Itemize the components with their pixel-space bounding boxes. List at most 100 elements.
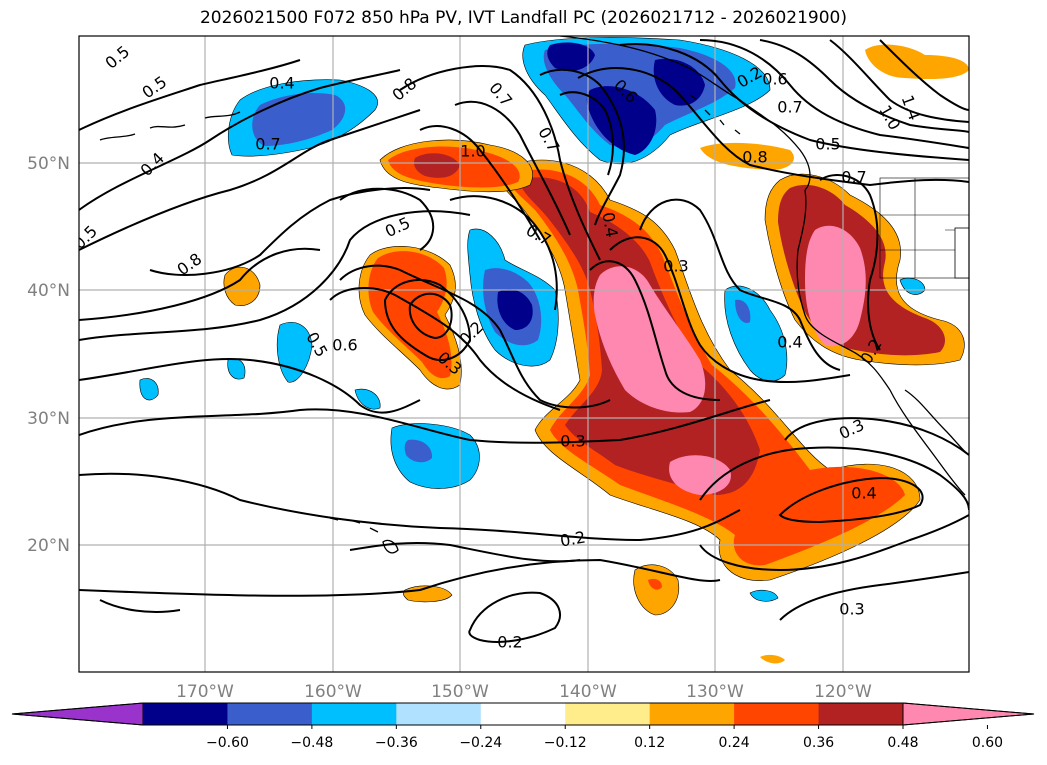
lon-label: 130°W [686,682,744,702]
coast-alaska [559,36,811,191]
colorbar-segment [818,703,904,725]
coast-baja [889,389,966,496]
colorbar-label: −0.60 [206,735,249,751]
contour-line [79,69,401,211]
lon-label: 140°W [559,682,617,702]
contour-label: 0.6 [332,336,357,355]
contour-line [383,279,472,361]
shade-pink-central [593,266,706,413]
shade-medblue-hawaii [404,439,433,463]
state-lines [880,178,969,278]
contour-line [784,417,969,456]
colorbar-label: −0.24 [459,735,502,751]
contour-label: 0.5 [70,222,101,253]
contour-line [639,198,841,371]
colorbar-extend-high [902,702,1035,726]
shade-medblue-nw [252,93,346,146]
shade-lightblue-ne [899,277,926,295]
contour-label: 0.3 [560,432,585,451]
contour-label: 0.8 [389,74,421,105]
colorbar-label: −0.12 [544,735,587,751]
colorbar-segment [311,703,397,725]
contour-line [829,39,969,123]
contour-line [778,476,924,524]
shade-navy-north [586,86,657,155]
shade-medblue-coast [735,299,751,324]
colorbar-label: 0.12 [634,735,665,751]
lat-label: 30°N [27,409,70,429]
contour-line [79,210,471,341]
colorbar-segment [480,703,566,725]
contour-line [79,399,771,444]
contour-label: 0.4 [777,333,802,352]
colorbar-segment [649,703,735,725]
contour-label: 0.4 [269,74,294,93]
contour-line [468,591,561,643]
colorbar-label: 0.60 [972,735,1003,751]
contour-line [779,571,969,621]
shade-navy-central [497,289,533,330]
contour-label: 0.2 [559,527,587,550]
colorbar-segment [734,703,820,725]
lon-label: 160°W [304,682,362,702]
contour-line [339,187,435,251]
contour-line [408,292,453,340]
contour-label: 0.4 [851,484,876,503]
contour-line [79,472,741,542]
map-plot-area: 0.50.5 0.40.40.70.80.50.80.70.70.6 0.60.70… [70,36,969,672]
lon-label: 170°W [176,682,234,702]
colorbar-segment [227,703,313,725]
contour-line [449,195,558,311]
shade-lightblue-west-2 [227,358,246,380]
colorbar-segment [565,703,651,725]
coast-baja-inner [904,389,969,456]
shade-yellow-tiny [760,654,785,664]
coast-bc [796,189,891,391]
contour-line [879,39,969,111]
lon-label: 120°W [814,682,872,702]
contour-label: 0.2 [497,633,522,652]
contour-label: 0.3 [839,600,864,619]
shade-orange-west-small [223,266,261,306]
contour-line [329,287,561,411]
contour-line [79,109,421,251]
coast-island-chain [689,94,741,135]
contour-line [609,236,851,384]
coastlines [99,36,969,554]
contour-line [349,541,581,563]
map-frame [78,35,970,673]
contour-line [99,599,181,613]
contour-label: 0.7 [777,98,802,117]
shade-navy-north-3 [547,42,595,72]
contour-line [589,260,721,401]
contour-line [819,174,881,351]
map-gridlines [79,36,969,672]
shade-lightblue-west-4 [354,388,381,410]
contour-line [699,514,969,572]
contour-line [699,39,969,149]
lat-label: 20°N [27,536,70,556]
contour-line [454,100,571,236]
colorbar-segment [396,703,482,725]
us-border-box [879,177,969,279]
contour-label: 0.6 [762,70,787,89]
pv-contours [79,39,969,643]
shade-darkred-nw [414,153,460,178]
contour-line [577,67,969,187]
contour-line [79,558,721,597]
contour-label: 0.8 [742,148,767,167]
contour-line [79,59,301,131]
contour-label: 0.3 [663,257,688,276]
latitude-labels: 50°N 40°N 30°N 20°N [27,154,70,556]
colorbar-label: −0.48 [290,735,333,751]
colorbar-label: 0.24 [719,735,750,751]
contour-label: 0.5 [102,42,134,73]
positive-anomaly-shading [223,44,969,664]
colorbar: −0.60 −0.48 −0.36 −0.24 −0.12 0.12 0.24 0.36 0.4… [11,702,1035,751]
colorbar-segment [143,703,228,725]
map-title: 2026021500 F072 850 hPa PV, IVT Landfall… [199,8,847,28]
lat-label: 50°N [27,154,70,174]
shade-lightblue-hawaii [390,423,480,489]
contour-label: 0.7 [255,135,280,154]
shade-pink-coast [805,225,866,347]
